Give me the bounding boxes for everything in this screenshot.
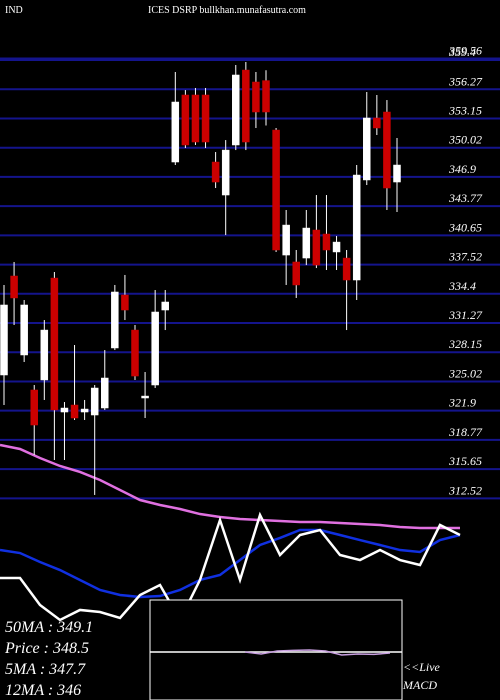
stat: 5MA : 347.7 <box>5 661 86 678</box>
candle-body <box>282 224 290 256</box>
live-label: <<Live <box>403 660 441 674</box>
candle-body <box>383 111 391 189</box>
candle-body <box>111 291 119 349</box>
candle-body <box>242 69 250 143</box>
indicator-line <box>0 443 460 530</box>
y-tick-label: 356.27 <box>448 74 483 88</box>
candle-body <box>70 404 79 419</box>
indicator-lines <box>0 443 461 623</box>
candle-body <box>352 174 361 281</box>
candle-body <box>211 161 220 183</box>
candle-body <box>342 257 351 281</box>
candle-body <box>60 407 69 413</box>
candle-body <box>262 80 270 113</box>
y-tick-label: 318.77 <box>448 425 483 439</box>
indicator-line <box>0 528 461 599</box>
candle-body <box>312 229 321 266</box>
candle-body <box>221 149 230 196</box>
candle-body <box>80 408 89 413</box>
y-tick-label: 321.9 <box>448 396 476 410</box>
y-tick-label: 350.02 <box>448 133 482 147</box>
candle-body <box>201 94 210 143</box>
candle-body <box>10 275 18 299</box>
candle-body <box>232 74 240 146</box>
candle-body <box>363 117 371 181</box>
candle-body <box>191 94 200 143</box>
candle-body <box>393 164 401 183</box>
candle-body <box>20 304 28 356</box>
candle-body <box>181 94 190 146</box>
candle-body <box>292 261 300 286</box>
macd-line <box>244 649 391 656</box>
indicator-line <box>0 511 461 623</box>
candle-body <box>131 329 139 377</box>
y-tick-label: 331.27 <box>448 308 483 322</box>
candle-body <box>252 81 260 113</box>
candle-body <box>141 395 149 399</box>
stat: Price : 348.5 <box>4 640 89 657</box>
macd-box <box>149 599 403 700</box>
y-tick-label: 359.56 <box>448 44 482 58</box>
candle-body <box>50 277 59 411</box>
candle-body <box>332 241 341 253</box>
y-tick-label: 340.65 <box>448 220 482 234</box>
candle-body <box>0 304 8 376</box>
y-tick-label: 353.15 <box>448 103 482 117</box>
candle-body <box>272 129 280 251</box>
candle-body <box>373 117 381 129</box>
stat: 50MA : 349.1 <box>5 619 93 636</box>
candle-body <box>121 294 129 311</box>
macd <box>244 649 391 656</box>
y-tick-label: 346.9 <box>448 162 476 176</box>
y-tick-label: 325.02 <box>448 366 482 380</box>
candle-body <box>90 387 99 416</box>
stat: 12MA : 346 <box>5 682 81 699</box>
y-tick-label: 337.52 <box>448 250 482 264</box>
live-label: MACD <box>402 678 437 692</box>
candles <box>0 61 401 495</box>
candle-body <box>101 377 109 409</box>
candle-body <box>171 101 180 163</box>
candle-body <box>302 227 311 259</box>
chart-title-left: IND <box>5 5 23 16</box>
y-tick-label: 312.52 <box>448 483 482 497</box>
y-tick-label: 315.65 <box>448 454 482 468</box>
candle-body <box>151 311 159 386</box>
candle-body <box>30 389 38 426</box>
y-tick-label: 359.4 <box>448 45 476 59</box>
y-tick-label: 334.4 <box>448 279 476 293</box>
chart-title: ICES DSRP bullkhan.munafasutra.com <box>148 5 306 16</box>
candle-body <box>161 301 169 311</box>
candle-body <box>40 329 49 381</box>
y-tick-label: 343.77 <box>448 191 483 205</box>
y-tick-label: 328.15 <box>448 337 482 351</box>
candle-body <box>322 233 331 251</box>
